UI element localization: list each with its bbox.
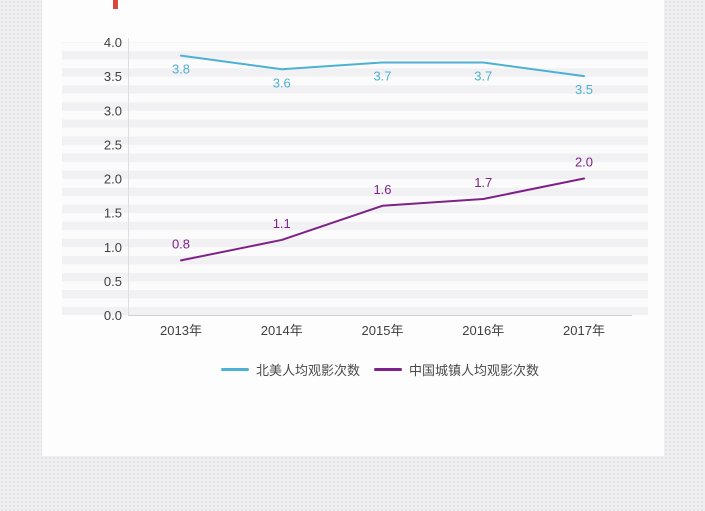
svg-text:0.8: 0.8 [172, 236, 190, 251]
svg-text:2017年: 2017年 [563, 323, 605, 338]
svg-text:2.0: 2.0 [104, 172, 122, 187]
legend-line-swatch [374, 368, 402, 371]
svg-text:3.7: 3.7 [474, 68, 492, 83]
svg-text:3.7: 3.7 [373, 68, 391, 83]
svg-text:1.6: 1.6 [373, 182, 391, 197]
legend-label: 中国城镇人均观影次数 [409, 363, 540, 378]
legend-item-north-america[interactable]: 北美人均观影次数 [220, 360, 360, 379]
chart-card: 4.0 3.5 3.0 2.5 2.0 1.5 1.0 0.5 0.0 2013年 2014年 201… [42, 0, 664, 456]
legend-item-china-urban[interactable]: 中国城镇人均观影次数 [374, 360, 539, 379]
line-chart: 4.0 3.5 3.0 2.5 2.0 1.5 1.0 0.5 0.0 2013年 2014年 201… [62, 35, 648, 338]
svg-text:3.5: 3.5 [575, 82, 593, 97]
gridline-stripes [62, 42, 648, 315]
top-red-mark [113, 0, 118, 9]
svg-text:1.7: 1.7 [474, 175, 492, 190]
svg-text:1.5: 1.5 [104, 206, 122, 221]
svg-text:4.0: 4.0 [104, 35, 122, 50]
legend-line-swatch [220, 368, 249, 371]
legend-label: 北美人均观影次数 [255, 363, 360, 378]
svg-text:2.0: 2.0 [575, 155, 593, 170]
svg-text:3.5: 3.5 [104, 69, 122, 84]
svg-text:1.1: 1.1 [273, 216, 291, 231]
svg-text:2014年: 2014年 [261, 323, 303, 338]
svg-text:2013年: 2013年 [160, 323, 202, 338]
svg-text:2015年: 2015年 [362, 323, 404, 338]
svg-text:0.5: 0.5 [104, 274, 122, 289]
svg-text:3.0: 3.0 [104, 103, 122, 118]
svg-text:2016年: 2016年 [462, 323, 504, 338]
chart-legend: 北美人均观影次数 中国城镇人均观影次数 [128, 360, 632, 379]
svg-text:2.5: 2.5 [104, 137, 122, 152]
svg-text:3.8: 3.8 [172, 62, 190, 77]
svg-text:3.6: 3.6 [273, 75, 291, 90]
svg-text:0.0: 0.0 [104, 308, 122, 323]
svg-text:1.0: 1.0 [104, 240, 122, 255]
